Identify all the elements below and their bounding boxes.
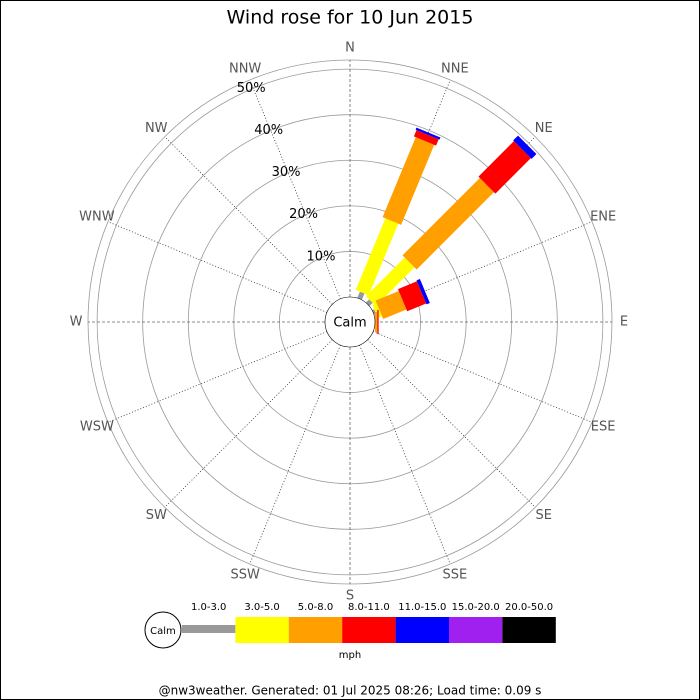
r-tick-label: 20% xyxy=(289,207,318,222)
bar-segment xyxy=(478,141,531,194)
bar-segment xyxy=(416,278,430,305)
legend-calm-circle xyxy=(144,611,182,649)
bar-segment xyxy=(365,299,373,307)
legend-swatch xyxy=(288,617,343,643)
legend-label: 11.0-15.0 xyxy=(398,602,446,613)
bar-segment xyxy=(382,137,435,225)
bar-segment xyxy=(375,290,407,320)
bar-segment xyxy=(357,291,365,300)
spoke xyxy=(249,79,341,300)
footer: @nw3weather. Generated: 01 Jul 2025 08:2… xyxy=(159,684,542,698)
bars xyxy=(355,127,537,334)
direction-label: SW xyxy=(146,508,167,523)
direction-label: NW xyxy=(145,121,168,136)
legend-swatch xyxy=(342,617,396,643)
legend-label: 15.0-20.0 xyxy=(452,602,500,613)
bar-segment xyxy=(377,310,379,334)
chart-title: Wind rose for 10 Jun 2015 xyxy=(227,7,474,29)
spoke xyxy=(164,136,333,305)
spoke xyxy=(249,344,341,565)
direction-label: NNE xyxy=(441,61,469,76)
direction-label: SSE xyxy=(442,568,467,583)
spoke xyxy=(164,339,333,508)
legend-swatch xyxy=(502,617,556,643)
direction-label: S xyxy=(346,589,354,604)
legend-label: 8.0-11.0 xyxy=(348,602,390,613)
bar-segment xyxy=(365,257,415,307)
direction-label: E xyxy=(620,315,628,330)
grid: N NNE NE ENE E ESE SE SSE S SSW SW WSW W WNW NW NNW 10% 2… xyxy=(70,41,629,604)
direction-label: ENE xyxy=(590,210,616,225)
direction-label: N xyxy=(345,41,355,56)
bar-segment xyxy=(355,218,399,296)
bar-segment xyxy=(397,281,427,312)
legend-swatch xyxy=(235,617,289,643)
spoke xyxy=(359,344,451,565)
calm-label: Calm xyxy=(333,316,366,331)
bar-segment xyxy=(513,135,537,159)
spoke xyxy=(107,221,328,313)
spoke xyxy=(372,331,593,423)
legend-label: 5.0-8.0 xyxy=(298,602,333,613)
calm-circle xyxy=(324,296,376,348)
bar-segment xyxy=(415,127,441,140)
r-tick-label: 30% xyxy=(272,165,301,180)
direction-label: ESE xyxy=(591,419,616,434)
legend-label: 20.0-50.0 xyxy=(505,602,553,613)
legend-swatch xyxy=(182,625,236,633)
direction-label: NE xyxy=(535,121,553,136)
spoke xyxy=(367,339,536,508)
legend-calm-label: Calm xyxy=(150,626,176,637)
r-tick-label: 10% xyxy=(307,249,336,264)
r-tick-label: 50% xyxy=(237,81,266,96)
legend-swatch xyxy=(449,617,503,643)
direction-label: W xyxy=(70,315,83,330)
bar-segment xyxy=(374,312,378,332)
r-tick-label: 40% xyxy=(254,123,283,138)
legend-label: 3.0-5.0 xyxy=(244,602,279,613)
spoke xyxy=(107,331,328,423)
direction-label: SE xyxy=(536,508,552,523)
legend-swatch xyxy=(395,617,449,643)
legend-label: 1.0-3.0 xyxy=(191,602,226,613)
direction-label: WNW xyxy=(79,210,115,225)
bar-segment xyxy=(413,130,439,146)
direction-label: SSW xyxy=(230,568,260,583)
bar-segment xyxy=(402,178,494,270)
unit-label: mph xyxy=(339,650,361,661)
direction-label: NNW xyxy=(229,61,261,76)
legend: Calm mph 1.0-3.0 3.0-5.0 5.0-8.0 8.0-11.0 11… xyxy=(144,602,556,661)
direction-label: WSW xyxy=(80,419,114,434)
